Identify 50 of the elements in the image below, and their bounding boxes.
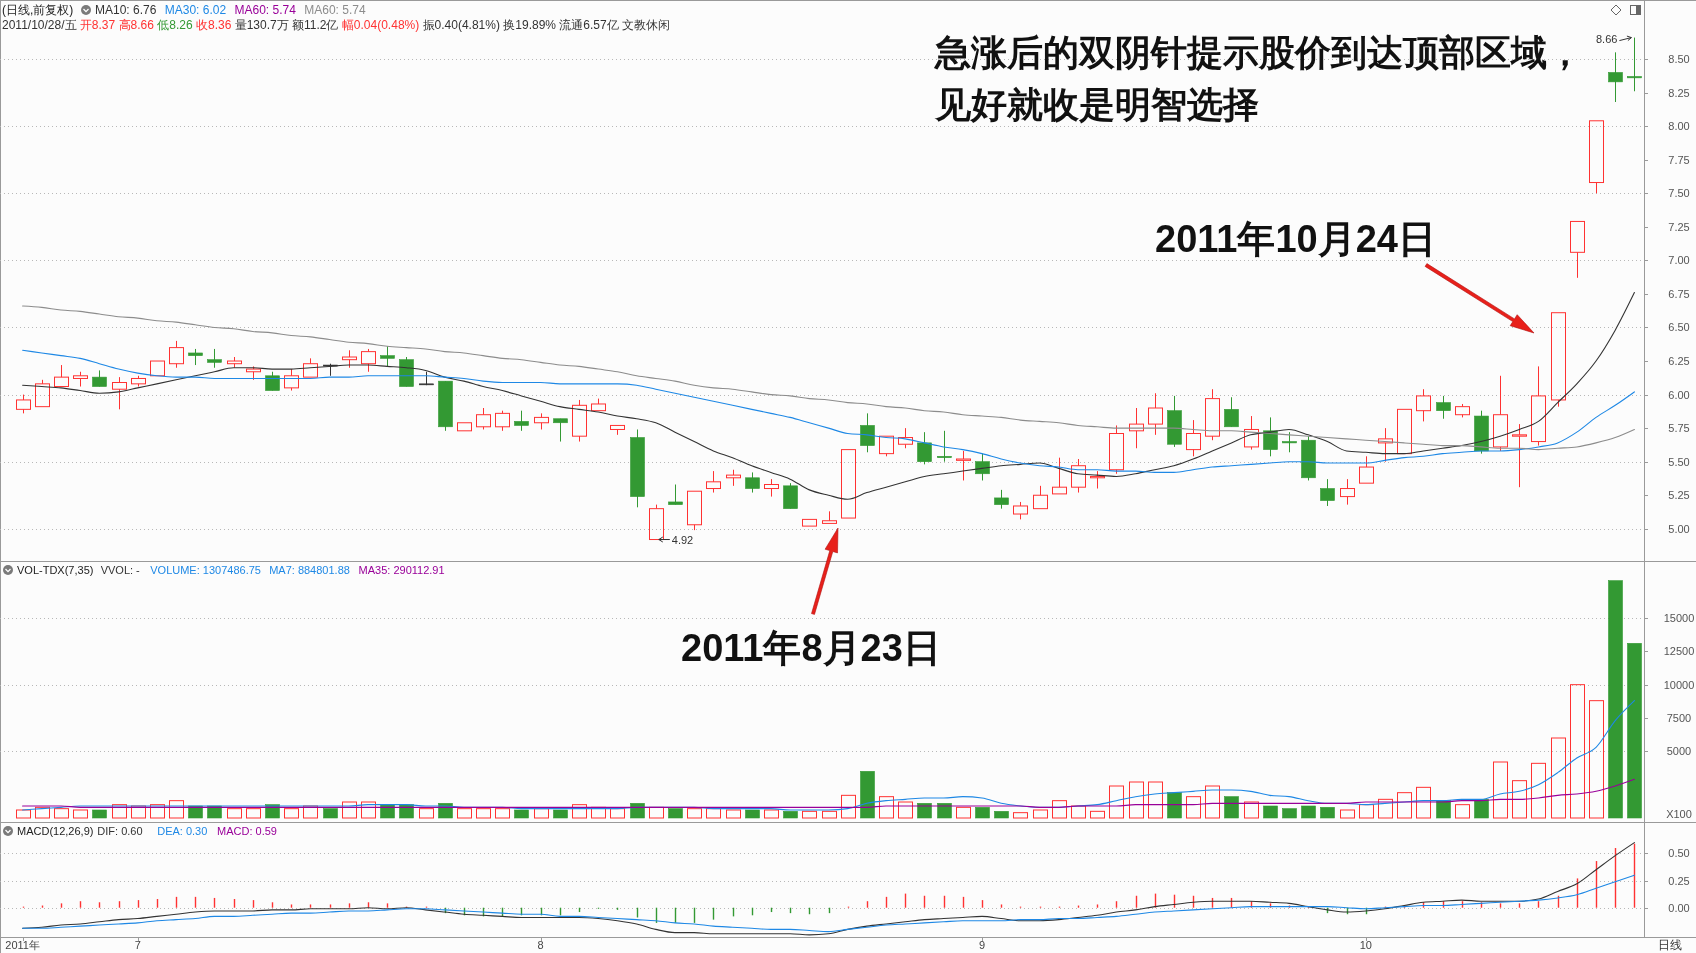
y-tick-label: 5000 bbox=[1666, 745, 1692, 758]
annotation: MA60: 5.74 bbox=[234, 3, 297, 17]
y-tick-label: 7500 bbox=[1666, 712, 1692, 724]
y-tick-label: 6.25 bbox=[1668, 355, 1690, 368]
text: DIF: 0.60 bbox=[97, 825, 143, 837]
text: MA60: 5.74 bbox=[304, 3, 366, 17]
y-tick-label: 8.00 bbox=[1668, 120, 1690, 133]
y-tick-label: 7.50 bbox=[1668, 187, 1690, 200]
y-axis-title: X100 bbox=[1666, 808, 1692, 820]
y-tick-label: 0.50 bbox=[1668, 847, 1690, 860]
y-tick-label: 5.75 bbox=[1668, 422, 1690, 435]
x-tick-label: 2011年 bbox=[5, 939, 40, 951]
text: MA30: 6.02 bbox=[164, 3, 227, 17]
annotation: 2011年10月24日 bbox=[1155, 218, 1436, 260]
y-tick-label: 15000 bbox=[1663, 612, 1695, 624]
annotation: 4.92 bbox=[671, 533, 694, 546]
text: MA10: 6.76 bbox=[95, 3, 157, 17]
text: MA35: 290112.91 bbox=[358, 564, 445, 576]
y-tick-label: 5.50 bbox=[1668, 455, 1690, 468]
y-tick-label: 7.25 bbox=[1668, 220, 1690, 233]
x-tick-label: 7 bbox=[134, 939, 141, 951]
x-tick-label: 10 bbox=[1359, 939, 1372, 951]
y-tick-label: 10000 bbox=[1663, 678, 1695, 691]
y-tick-label: 6.75 bbox=[1668, 287, 1690, 300]
text: MA7: 884801.88 bbox=[269, 564, 350, 576]
y-tick-label: 6.00 bbox=[1668, 388, 1690, 401]
chart-title: MACD(12,26,9) bbox=[17, 825, 94, 837]
y-tick-label: 0.25 bbox=[1668, 874, 1690, 887]
y-tick-label: 8.50 bbox=[1668, 53, 1690, 66]
x-tick-label: 9 bbox=[978, 939, 986, 951]
annotation: VVOL: - bbox=[100, 564, 141, 576]
annotation: 2011年8月23日 bbox=[681, 627, 941, 669]
annotation: MACD: 0.59 bbox=[217, 825, 277, 837]
annotation: 8.66 bbox=[1595, 32, 1618, 45]
y-tick-label: 12500 bbox=[1663, 645, 1695, 658]
text: 日线 bbox=[1658, 938, 1682, 952]
y-tick-label: 5.25 bbox=[1668, 489, 1690, 502]
chart-title: (日线,前复权) bbox=[2, 3, 74, 17]
text: DEA: 0.30 bbox=[157, 825, 208, 837]
annotation: VOLUME: 1307486.75 bbox=[150, 564, 261, 576]
y-tick-label: 6.50 bbox=[1668, 321, 1690, 334]
text: 2011/10/28/五 开8.37 高8.66 低8.26 收8.36 量130.7万 额11.2亿 幅0.04(0.48%) 振0.40(4.81%) 换19.89% 流通6.57亿 文教休闲 bbox=[2, 18, 671, 32]
y-tick-label: 7.00 bbox=[1668, 254, 1690, 267]
x-tick-label: 8 bbox=[537, 939, 544, 951]
y-tick-label: 0.00 bbox=[1668, 901, 1690, 914]
annotation: 急涨后的双阴针提示股价到达顶部区域，见好就收是明智选择 bbox=[933, 32, 1583, 125]
y-tick-label: 8.25 bbox=[1668, 86, 1690, 99]
y-tick-label: 7.75 bbox=[1668, 153, 1690, 166]
y-tick-label: 5.00 bbox=[1668, 522, 1690, 535]
chart-title: VOL-TDX(7,35) bbox=[17, 564, 94, 576]
